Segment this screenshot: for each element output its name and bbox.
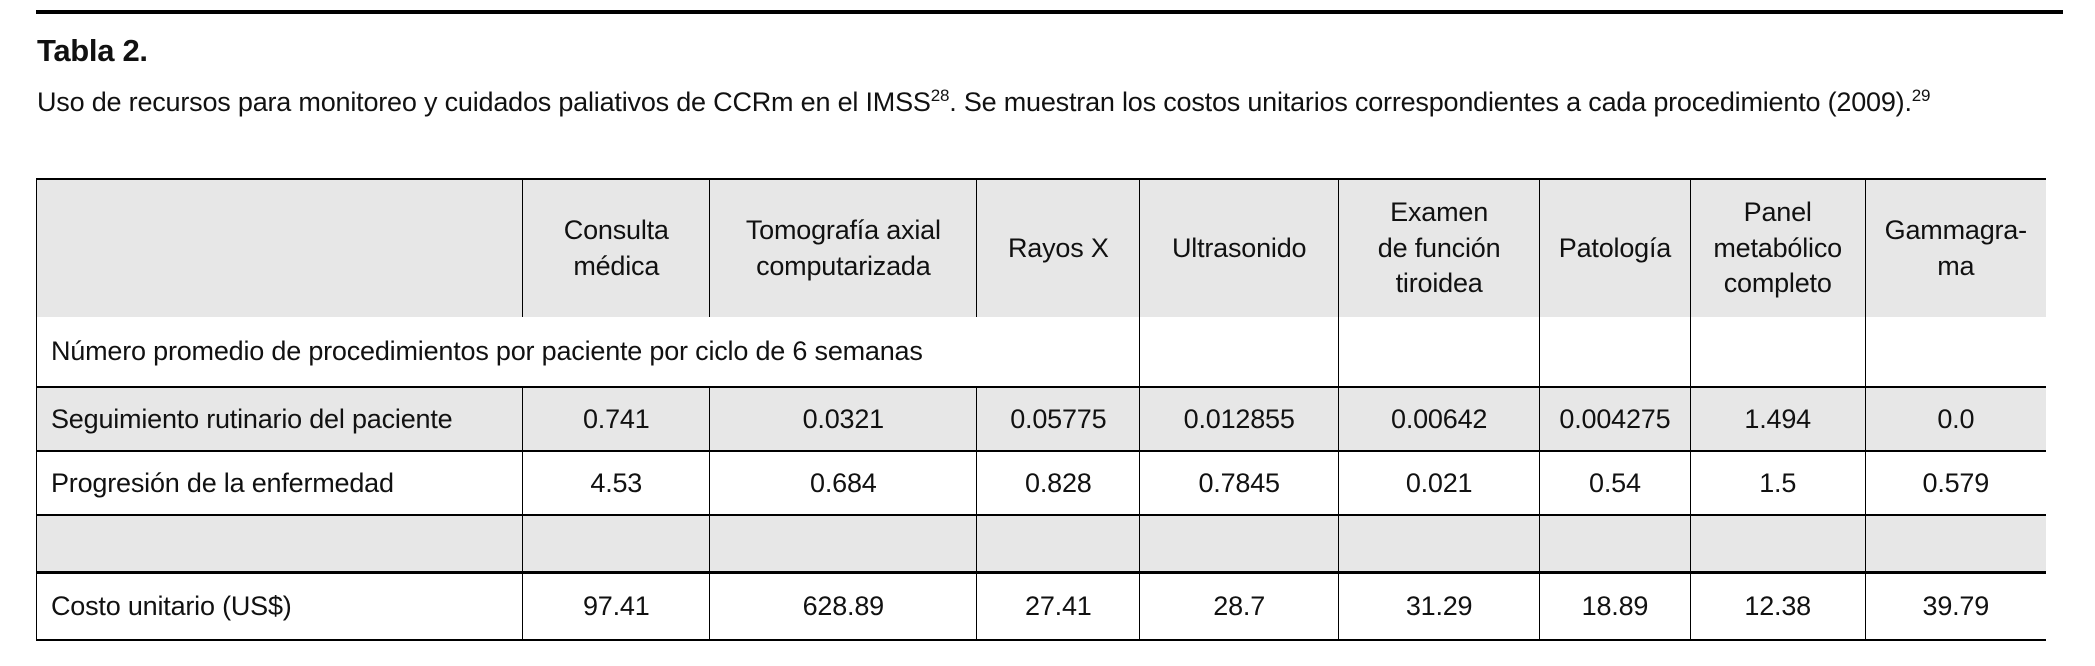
row-label: Progresión de la enfermedad bbox=[35, 450, 523, 515]
value-cell: 0.004275 bbox=[1539, 386, 1691, 451]
value-cell: 0.54 bbox=[1539, 450, 1691, 515]
value-cell: 39.79 bbox=[1864, 570, 2046, 640]
column-header-examen-funcion-tiroidea: Examen de función tiroidea bbox=[1338, 179, 1540, 317]
column-header-empty bbox=[35, 179, 523, 317]
row-numero-promedio: Número promedio de procedimientos por pa… bbox=[35, 317, 2046, 387]
row-label bbox=[35, 514, 523, 572]
figure-title: Tabla 2. bbox=[37, 33, 148, 68]
value-cell: 28.7 bbox=[1139, 570, 1339, 640]
value-cell bbox=[976, 514, 1140, 572]
value-cell bbox=[1539, 514, 1691, 572]
value-cell bbox=[522, 514, 710, 572]
resource-cost-table: Consulta médica Tomografía axial computa… bbox=[35, 178, 2046, 641]
value-cell: 0.684 bbox=[709, 450, 977, 515]
column-header-panel-metabolico: Panel metabólico completo bbox=[1689, 179, 1866, 317]
value-cell: 97.41 bbox=[522, 570, 710, 640]
value-cell: 27.41 bbox=[976, 570, 1140, 640]
value-cell: 0.021 bbox=[1338, 450, 1540, 515]
value-cell bbox=[1689, 317, 1866, 387]
value-cell: 0.828 bbox=[976, 450, 1140, 515]
header-row: Consulta médica Tomografía axial computa… bbox=[35, 179, 2046, 317]
figure-caption: Uso de recursos para monitoreo y cuidado… bbox=[37, 87, 2037, 118]
column-header-consulta-medica: Consulta médica bbox=[522, 179, 710, 317]
value-cell: 0.7845 bbox=[1139, 450, 1339, 515]
row-seguimiento-rutinario: Seguimiento rutinario del paciente 0.741… bbox=[35, 386, 2046, 451]
caption-footnote-28: 28 bbox=[930, 86, 950, 105]
top-divider-rule bbox=[36, 10, 2063, 14]
section-label: Número promedio de procedimientos por pa… bbox=[35, 317, 1140, 387]
row-costo-unitario: Costo unitario (US$) 97.41 628.89 27.41 … bbox=[35, 570, 2046, 640]
value-cell: 0.0321 bbox=[709, 386, 977, 451]
column-header-gammagrama: Gammagra- ma bbox=[1864, 179, 2046, 317]
value-cell: 1.5 bbox=[1689, 450, 1866, 515]
value-cell: 0.579 bbox=[1864, 450, 2046, 515]
caption-text-1: Uso de recursos para monitoreo y cuidado… bbox=[37, 87, 931, 117]
value-cell: 0.0 bbox=[1864, 386, 2046, 451]
row-progresion-enfermedad: Progresión de la enfermedad 4.53 0.684 0… bbox=[35, 450, 2046, 515]
row-label: Seguimiento rutinario del paciente bbox=[35, 386, 523, 451]
caption-text-2: . Se muestran los costos unitarios corre… bbox=[949, 87, 1912, 117]
value-cell bbox=[1338, 317, 1540, 387]
value-cell: 1.494 bbox=[1689, 386, 1866, 451]
value-cell bbox=[1864, 514, 2046, 572]
value-cell: 12.38 bbox=[1689, 570, 1866, 640]
value-cell: 0.012855 bbox=[1139, 386, 1339, 451]
value-cell bbox=[1539, 317, 1691, 387]
column-header-tomografia-axial: Tomografía axial computarizada bbox=[709, 179, 977, 317]
column-header-rayos-x: Rayos X bbox=[976, 179, 1140, 317]
value-cell: 0.741 bbox=[522, 386, 710, 451]
value-cell: 18.89 bbox=[1539, 570, 1691, 640]
value-cell: 628.89 bbox=[709, 570, 977, 640]
caption-footnote-29: 29 bbox=[1911, 86, 1931, 105]
column-header-patologia: Patología bbox=[1539, 179, 1691, 317]
value-cell bbox=[709, 514, 977, 572]
value-cell: 0.05775 bbox=[976, 386, 1140, 451]
value-cell: 31.29 bbox=[1338, 570, 1540, 640]
value-cell bbox=[1139, 317, 1339, 387]
row-empty-spacer bbox=[35, 514, 2046, 572]
column-header-ultrasonido: Ultrasonido bbox=[1139, 179, 1339, 317]
value-cell bbox=[1864, 317, 2046, 387]
value-cell: 0.00642 bbox=[1338, 386, 1540, 451]
row-label: Costo unitario (US$) bbox=[35, 570, 523, 640]
value-cell bbox=[1689, 514, 1866, 572]
value-cell bbox=[1338, 514, 1540, 572]
value-cell bbox=[1139, 514, 1339, 572]
value-cell: 4.53 bbox=[522, 450, 710, 515]
